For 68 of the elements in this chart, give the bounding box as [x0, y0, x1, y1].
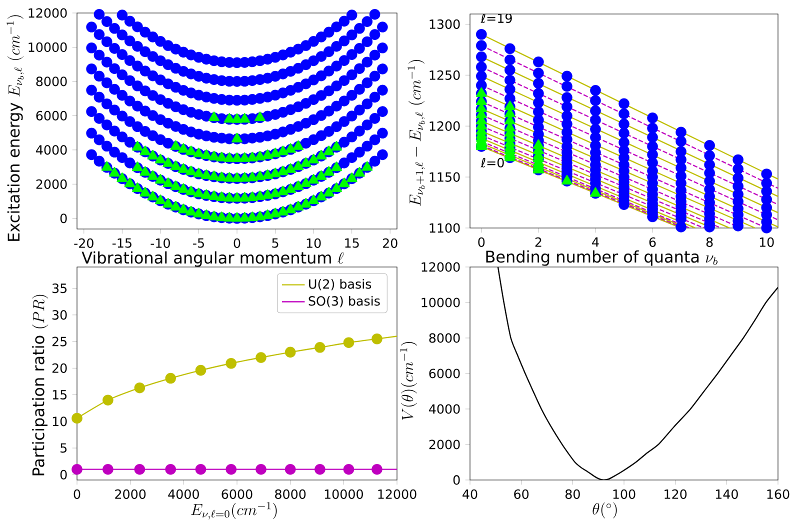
y-tick-label: 4000: [36, 145, 67, 155]
y-tick-label: 2000: [36, 179, 67, 189]
legend-label: SO(3) basis: [308, 296, 380, 308]
legend-label: U(2) basis: [309, 278, 372, 290]
x-tick-label: 10000: [324, 489, 363, 499]
y-tick-label: 35: [52, 283, 67, 294]
x-tick-label: 40: [462, 489, 478, 499]
y-tick-label: 8000: [36, 76, 67, 86]
x-tick-label: 10: [306, 238, 321, 248]
annotation: ℓ=0: [480, 158, 504, 168]
x-tick-label: 2000: [115, 489, 146, 499]
annotation: ℓ=19: [480, 13, 512, 24]
y-tick-label: 12000: [28, 8, 67, 18]
y-axis-title: $\text{Excitation energy }E_{\nu_b,\ell}\ (cm^{-1})$: [6, 15, 24, 241]
x-tick-label: 100: [613, 489, 636, 499]
x-tick-label: 4000: [168, 489, 199, 499]
x-axis-title: $\text{Bending number of quanta }\nu_b$: [486, 250, 718, 266]
x-tick-label: 12000: [378, 489, 416, 499]
y-tick-label: 8000: [429, 333, 460, 343]
y-tick-label: 2000: [429, 440, 460, 450]
y-axis-title: $V(\theta)(cm^{-1})$: [400, 342, 417, 420]
y-tick-label: 0: [60, 214, 67, 224]
x-tick-label: 160: [767, 489, 790, 499]
x-tick-label: 0: [234, 238, 240, 248]
y-tick-label: 1300: [430, 19, 460, 29]
y-tick-label: 1250: [430, 70, 460, 80]
y-tick-label: 10000: [28, 42, 67, 52]
y-tick-label: 20: [52, 363, 67, 373]
x-tick-label: 60: [514, 489, 529, 499]
y-tick-label: 30: [52, 310, 67, 320]
x-tick-label: 6000: [222, 489, 252, 499]
y-axis-title: $\text{Participation ratio }(PR)$: [32, 294, 48, 476]
y-tick-label: 12000: [422, 262, 460, 272]
x-tick-label: 140: [716, 489, 738, 499]
y-tick-label: 10: [52, 416, 67, 426]
x-tick-label: 10: [760, 237, 774, 247]
x-tick-label: 5: [272, 238, 278, 248]
x-tick-label: 2: [535, 237, 542, 247]
y-tick-label: 25: [52, 336, 67, 346]
x-tick-label: 6: [649, 237, 656, 247]
x-tick-label: 80: [565, 489, 580, 499]
x-tick-label: 0: [74, 489, 80, 499]
y-tick-label: 1150: [430, 172, 460, 182]
x-tick-label: -5: [193, 238, 204, 248]
y-axis-title: $E_{\nu_b+1,\ell}-E_{\nu_b,\ell}\ (cm^{-1})$: [408, 60, 425, 206]
x-tick-label: 8: [706, 237, 713, 247]
x-tick-label: 15: [345, 238, 359, 248]
x-tick-label: -15: [112, 238, 132, 248]
x-tick-label: 0: [478, 237, 485, 247]
y-tick-label: 1200: [430, 121, 460, 131]
x-tick-label: -10: [150, 238, 170, 248]
x-axis-title: $E_{\nu,\ell=0}(cm^{-1})$: [191, 502, 277, 520]
y-tick-label: 4000: [429, 404, 460, 414]
x-tick-label: -20: [74, 238, 94, 248]
y-tick-label: 5: [60, 443, 67, 453]
y-tick-label: 0: [60, 470, 67, 480]
y-tick-label: 10000: [422, 298, 460, 308]
x-tick-label: 4: [592, 237, 599, 247]
x-axis-title: $\text{Vibrational angular momentum }\ell$: [82, 251, 344, 267]
x-tick-label: 20: [382, 238, 398, 248]
y-tick-label: 15: [52, 390, 67, 400]
y-tick-label: 0: [453, 475, 460, 485]
x-tick-label: 8000: [275, 489, 306, 499]
y-tick-label: 6000: [36, 110, 67, 120]
x-tick-label: 120: [664, 489, 687, 499]
y-tick-label: 1100: [430, 223, 460, 233]
y-tick-label: 6000: [429, 368, 460, 378]
x-axis-title: $\theta(^{\circ})$: [592, 502, 617, 518]
